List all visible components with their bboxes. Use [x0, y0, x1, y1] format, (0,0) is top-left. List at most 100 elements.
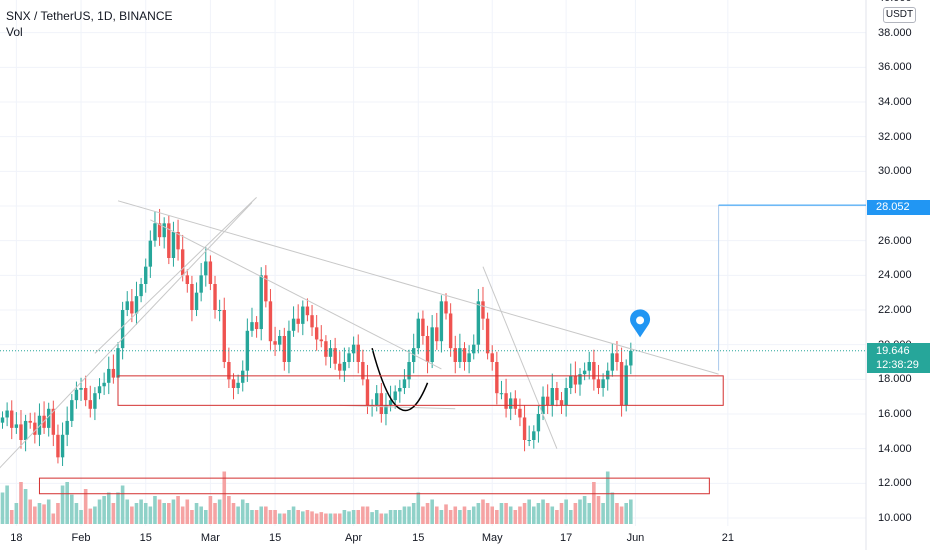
candle-body	[416, 318, 420, 349]
volume-bar	[444, 504, 448, 524]
candle-body	[231, 379, 236, 388]
volume-bar	[222, 471, 227, 524]
price-tick-label: 16.000	[878, 408, 912, 420]
time-tick-label: Jun	[626, 532, 645, 544]
candle-body	[144, 266, 148, 284]
candle-body	[19, 424, 23, 440]
candle-body	[296, 318, 300, 324]
candle-body	[338, 363, 342, 371]
volume-bar	[370, 512, 374, 524]
volume-bar	[56, 503, 60, 524]
volume-bar	[171, 499, 176, 524]
candle-body	[93, 393, 97, 409]
candle-body	[435, 327, 439, 342]
volume-bar	[508, 506, 513, 524]
volume-bar	[388, 510, 393, 524]
volume-bar	[448, 510, 453, 524]
candle-body	[388, 400, 393, 406]
volume-bar	[102, 496, 106, 524]
candle-body	[319, 339, 323, 342]
volume-bar	[88, 508, 93, 524]
candle-body	[278, 336, 282, 345]
candle-body	[596, 379, 601, 388]
candle-body	[430, 327, 434, 362]
volume-bar	[199, 506, 203, 524]
price-tick-label: 26.000	[878, 234, 912, 247]
volume-bar	[513, 510, 518, 524]
volume-bar	[130, 506, 134, 524]
volume-bar	[231, 503, 236, 524]
candle-body	[241, 370, 245, 383]
candle-body	[569, 375, 573, 388]
volume-bar	[287, 510, 291, 524]
candle-body	[467, 353, 471, 362]
candle-body	[351, 344, 356, 354]
candle-body	[361, 362, 365, 380]
time-tick-label: 17	[560, 532, 573, 544]
candle-body	[204, 261, 208, 276]
candle-body	[629, 350, 633, 366]
candle-body	[5, 410, 9, 418]
candle-body	[545, 396, 550, 406]
volume-bar	[217, 499, 222, 524]
volume-legend-label: Vol	[6, 25, 23, 39]
candle-body	[37, 415, 42, 435]
rising-trendline	[94, 196, 257, 354]
candle-body	[180, 249, 185, 276]
candle-body	[282, 336, 287, 362]
descending-trendline-left	[150, 219, 442, 370]
price-tick-label: 40.000	[878, 0, 912, 4]
candle-body	[601, 379, 605, 388]
cup-curve	[371, 347, 429, 412]
volume-bar	[421, 506, 425, 524]
candle-body	[439, 301, 444, 342]
volume-bar	[550, 506, 555, 524]
volume-bar	[28, 499, 33, 524]
candle-body	[356, 344, 360, 362]
volume-bar	[490, 506, 495, 524]
volume-bar	[462, 506, 467, 524]
candle-body	[310, 315, 314, 328]
volume-bar	[434, 506, 439, 524]
volume-bar	[564, 499, 568, 524]
candle-body	[130, 301, 134, 314]
symbol-title: SNX / TetherUS, 1D, BINANCE	[6, 9, 173, 23]
price-tick-label: 18.000	[878, 373, 912, 386]
volume-bar	[268, 510, 273, 524]
time-tick-label: Mar	[200, 532, 220, 544]
candle-body	[70, 400, 74, 421]
candle-body	[217, 310, 222, 311]
volume-bar	[541, 499, 545, 524]
candle-body	[176, 232, 180, 250]
volume-bar	[532, 506, 536, 524]
candle-body	[51, 408, 56, 435]
time-tick-label: 15	[268, 532, 282, 544]
volume-bar	[379, 513, 384, 524]
candle-body	[254, 322, 259, 330]
candle-body	[190, 284, 194, 310]
candle-body	[111, 368, 116, 378]
time-tick-label: 15	[412, 532, 425, 544]
candle-body	[453, 348, 457, 362]
volume-bar	[167, 503, 171, 524]
volume-bar	[314, 513, 319, 524]
candle-body	[23, 420, 28, 440]
currency-selector[interactable]: USDT	[883, 7, 916, 23]
volume-bar	[116, 492, 120, 524]
candle-body	[148, 240, 153, 267]
volume-bar	[310, 511, 314, 524]
candle-body	[610, 353, 615, 371]
candle-body	[97, 386, 102, 394]
candle-body	[509, 398, 513, 409]
volume-bar	[342, 510, 347, 524]
volume-bar	[139, 499, 143, 524]
volume-bar	[393, 510, 397, 524]
volume-bar	[328, 513, 333, 524]
candle-body	[14, 424, 19, 428]
volume-bar	[559, 503, 564, 524]
volume-bar	[481, 499, 485, 524]
candle-body	[398, 388, 402, 392]
candle-body	[194, 292, 199, 310]
volume-bar	[65, 482, 69, 524]
